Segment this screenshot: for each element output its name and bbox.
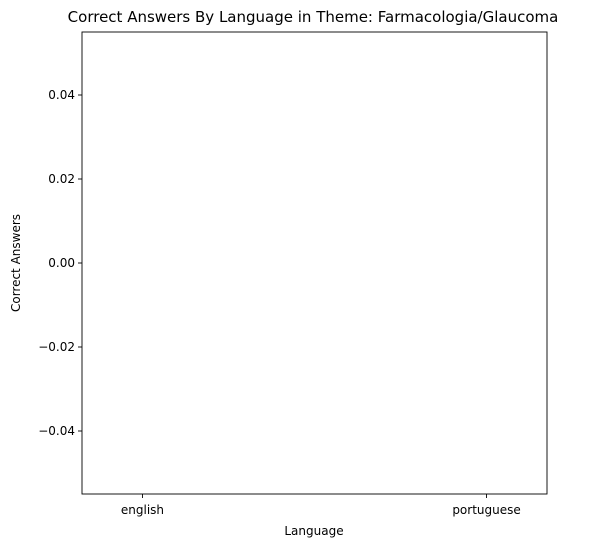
y-ticks: 0.04 0.02 0.00 −0.02 −0.04: [38, 88, 82, 438]
x-axis-label: Language: [284, 524, 343, 538]
chart-title: Correct Answers By Language in Theme: Fa…: [68, 8, 559, 26]
x-ticks: english portuguese: [121, 494, 521, 517]
y-tick-label: 0.00: [48, 256, 75, 270]
y-axis-label: Correct Answers: [9, 214, 23, 312]
y-tick-label: −0.02: [38, 340, 75, 354]
y-tick-label: 0.02: [48, 172, 75, 186]
axes-frame: [81, 31, 548, 495]
plot-area: 0.04 0.02 0.00 −0.02 −0.04 english portuguese: [38, 31, 548, 517]
x-tick-label: english: [121, 503, 164, 517]
y-tick-label: 0.04: [48, 88, 75, 102]
x-tick-label: portuguese: [452, 503, 520, 517]
y-tick-label: −0.04: [38, 424, 75, 438]
